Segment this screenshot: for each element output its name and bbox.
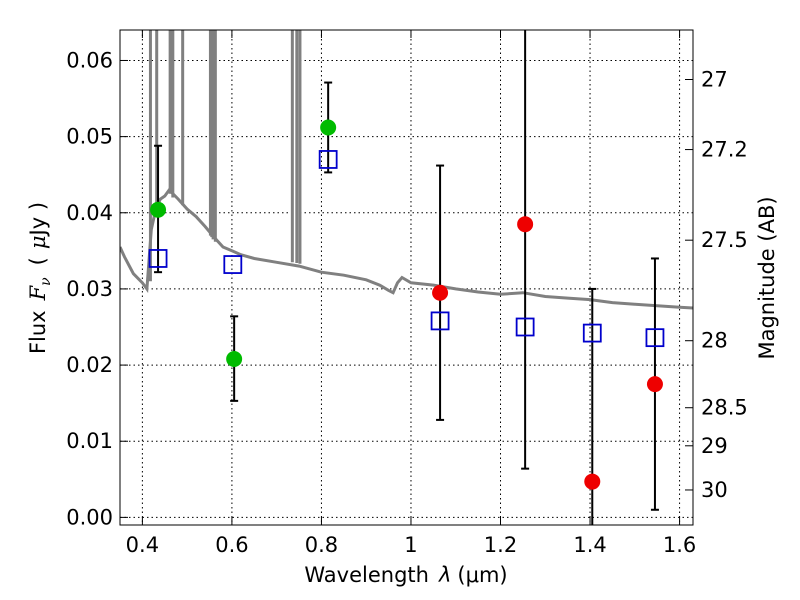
data-point (150, 201, 167, 218)
x-tick-label: 0.8 (305, 533, 338, 557)
error-bars (154, 30, 659, 525)
data-point (320, 119, 337, 136)
model-point (318, 150, 338, 169)
x-tick-label: 0.6 (215, 533, 248, 557)
y2-tick-label: 27 (701, 68, 728, 92)
x-axis-label: Wavelength λ (μm) (304, 563, 507, 587)
y-tick-label: 0.03 (66, 277, 113, 301)
y-tick-label: 0.02 (66, 353, 113, 377)
y-axis-label: FluxFν(μJy ) (26, 202, 54, 354)
plot-frame (119, 29, 694, 526)
x-tick-label: 0.4 (126, 533, 159, 557)
x-tick-label: 1.2 (484, 533, 517, 557)
grid (120, 30, 693, 525)
y-tick-label: 0.00 (66, 505, 113, 529)
model-point (515, 317, 535, 337)
model-point (430, 311, 450, 331)
y-tick-label: 0.01 (66, 429, 113, 453)
model-point (645, 328, 665, 348)
y2-tick-label: 27.5 (701, 228, 748, 252)
data-point (517, 216, 534, 233)
y2-tick-label: 28.5 (701, 396, 748, 420)
y-tick-label: 0.06 (66, 48, 113, 72)
x-tick-label: 1 (404, 533, 417, 557)
y2-tick-label: 27.2 (701, 138, 748, 162)
y2-tick-label: 29 (701, 434, 728, 458)
y2-tick-label: 30 (701, 478, 728, 502)
data-markers (148, 119, 665, 490)
model-point (582, 323, 602, 343)
model-spectrum (120, 30, 693, 310)
axis-ticks: 0.4 0.6 0.8 1 1.2 1.4 1.6 0.00 0.01 0.02 0.03 0.04 0… (66, 30, 748, 557)
y-tick-label: 0.04 (66, 201, 113, 225)
data-point (584, 473, 601, 490)
x-tick-label: 1.6 (663, 533, 696, 557)
y-tick-label: 0.05 (66, 125, 113, 149)
data-point (432, 284, 449, 301)
data-point (646, 376, 663, 393)
data-point (226, 350, 243, 367)
y2-tick-label: 28 (701, 329, 728, 353)
model-point (223, 255, 243, 274)
x-tick-label: 1.4 (573, 533, 606, 557)
model-point (148, 249, 168, 268)
model-spectrum-line (120, 187, 693, 310)
y2-axis-label: Magnitude (AB) (755, 196, 779, 359)
